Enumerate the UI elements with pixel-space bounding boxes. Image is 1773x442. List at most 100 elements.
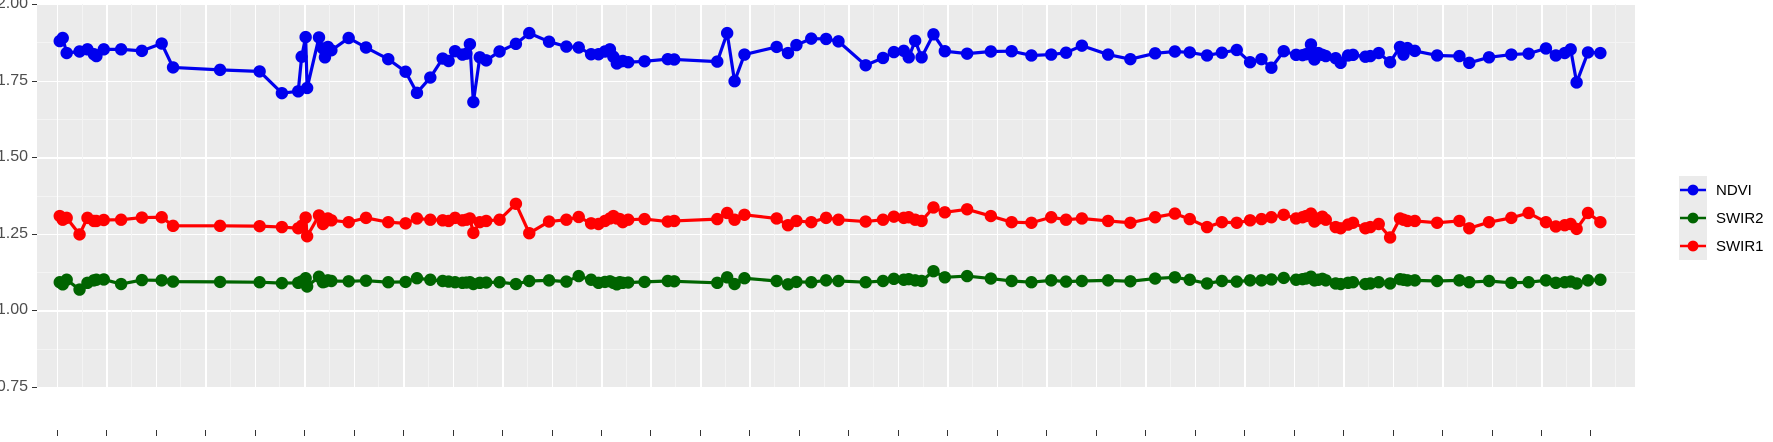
x-axis-tick-mark [403,430,405,436]
gridline-major-vertical [1095,4,1098,387]
legend-key-icon [1679,204,1707,232]
x-axis-tick-mark [996,430,998,436]
gridline-major-vertical [1244,4,1246,387]
gridline-minor-vertical [1466,4,1468,387]
data-point [1168,45,1182,58]
legend-label: NDVI [1716,181,1752,199]
x-axis-tick-mark [1590,430,1592,436]
gridline-minor-vertical [180,4,182,387]
data-point [359,211,373,225]
x-axis-tick-mark [1442,430,1444,436]
gridline-major-vertical [56,4,59,387]
gridline-minor-vertical [576,4,578,387]
data-point [960,203,974,216]
data-point [442,54,455,68]
gridline-minor-vertical [378,4,380,387]
data-point [166,275,180,288]
gridline-major-vertical [452,4,455,387]
data-point [73,228,86,241]
data-point [1243,274,1257,287]
gridline-minor-vertical [477,4,479,387]
data-point [299,30,312,44]
legend-item-swir2[interactable]: SWIR2 [1679,204,1764,232]
data-point [622,276,635,289]
y-axis-tick-mark [32,233,37,235]
data-point [1215,46,1229,59]
data-point [1430,216,1444,229]
data-point [1183,273,1196,286]
data-point [728,277,741,291]
data-point [166,61,180,74]
data-point [382,215,395,229]
data-point [859,59,872,72]
data-point [1277,271,1290,285]
gridline-minor-vertical [427,4,429,387]
x-axis-tick-mark [1491,430,1493,436]
gridline-minor-vertical [774,4,776,387]
data-point [1277,44,1290,58]
data-point [1148,211,1162,224]
data-point [738,48,751,61]
data-point [1230,275,1243,288]
data-point [1168,207,1182,220]
gridline-major-vertical [304,4,306,387]
data-point [60,273,73,286]
gridline-minor-vertical [1516,4,1518,387]
data-point [1372,276,1385,289]
gridline-minor-vertical [1318,4,1320,387]
series-swir2 [53,264,1607,296]
data-point [960,269,974,283]
gridline-minor-vertical [81,4,83,387]
data-point [1564,43,1577,56]
y-axis-tick-mark [32,157,37,159]
data-point [509,277,523,291]
data-point [253,65,266,78]
data-point [300,230,314,243]
data-point [1200,220,1214,234]
data-point [1230,43,1243,57]
gridline-major-vertical [699,4,702,387]
data-point [312,31,326,44]
x-axis-tick-mark [601,430,602,436]
gridline-minor-horizontal [37,348,1635,350]
x-axis-tick-mark [947,430,949,436]
gridline-minor-vertical [724,4,726,387]
data-point [213,275,227,289]
data-point [509,37,523,51]
data-point [622,213,635,226]
data-point [325,214,338,227]
data-point [275,276,289,290]
data-point [300,81,314,95]
data-point [711,212,724,226]
gridline-major-vertical [798,4,801,387]
data-point [1124,52,1137,66]
legend-key-icon [1679,176,1707,204]
data-point [1183,212,1196,226]
legend-item-swir1[interactable]: SWIR1 [1679,232,1764,260]
data-point [927,28,940,41]
data-point [399,217,412,230]
data-point [1539,42,1553,55]
data-point [728,213,741,226]
data-point [1124,216,1137,229]
gridline-minor-vertical [1169,4,1171,387]
data-point [325,274,338,288]
data-point [790,214,803,228]
data-point [638,212,651,226]
data-point [480,276,493,289]
gridline-minor-vertical [279,4,281,387]
data-point [915,274,928,288]
x-axis-tick-mark [205,430,207,436]
data-point [1059,46,1073,59]
data-point [1539,215,1553,229]
gridline-major-horizontal [37,157,1635,159]
data-point [463,212,477,225]
data-point [410,272,424,285]
data-point [805,215,818,229]
data-point [1101,214,1115,228]
data-point [60,211,73,225]
legend-label: SWIR1 [1716,237,1764,255]
data-point [97,43,110,56]
x-axis-tick-mark [56,430,58,436]
legend-item-ndvi[interactable]: NDVI [1679,176,1764,204]
